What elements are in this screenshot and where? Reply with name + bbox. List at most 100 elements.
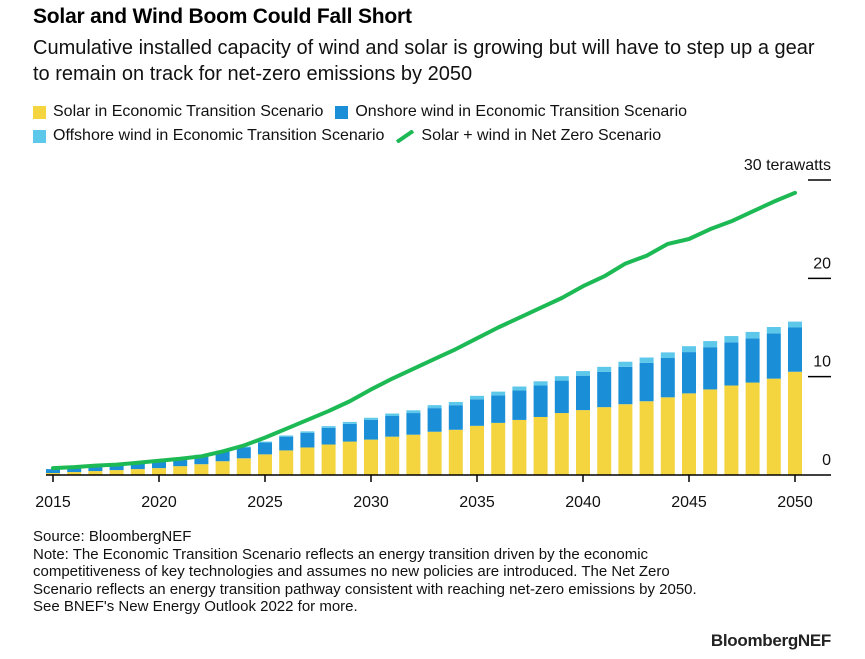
bar-onshore: [215, 451, 230, 462]
bar-solar: [554, 413, 569, 475]
bar-onshore: [300, 432, 315, 448]
bar-onshore: [406, 413, 421, 435]
bar-onshore: [342, 423, 357, 442]
bar-solar: [406, 434, 421, 475]
bar-offshore: [342, 421, 357, 424]
legend-label-offshore: Offshore wind in Economic Transition Sce…: [53, 127, 385, 144]
y-tick-label: 0: [822, 452, 831, 469]
legend-label-solar: Solar in Economic Transition Scenario: [53, 103, 324, 120]
bar-solar: [448, 429, 463, 475]
bar-onshore: [152, 461, 166, 469]
bar-solar: [279, 450, 294, 475]
bar-solar: [67, 472, 82, 475]
bar-onshore: [279, 436, 294, 451]
bar-onshore: [597, 371, 612, 408]
chart-subtitle: Cumulative installed capacity of wind an…: [33, 37, 815, 85]
bar-solar: [512, 419, 527, 475]
bar-onshore: [788, 327, 802, 372]
legend-label-onshore: Onshore wind in Economic Transition Scen…: [355, 103, 688, 120]
bar-offshore: [660, 352, 675, 358]
legend-item-offshore: Offshore wind in Economic Transition Sce…: [33, 127, 384, 145]
source-note: Source: BloombergNEF Note: The Economic …: [33, 528, 713, 616]
x-tick-label: 2015: [35, 494, 71, 511]
bar-onshore: [470, 399, 484, 426]
bar-offshore: [788, 321, 802, 328]
bar-solar: [618, 404, 633, 475]
bar-offshore: [554, 376, 569, 381]
bar-onshore: [745, 338, 760, 383]
bar-onshore: [576, 375, 590, 411]
bar-onshore: [766, 333, 781, 379]
bar-solar: [258, 454, 272, 475]
bar-solar: [724, 385, 739, 475]
bar-offshore: [470, 395, 484, 400]
bar-solar: [300, 447, 315, 475]
y-tick-label: 10: [813, 354, 831, 371]
bar-solar: [46, 473, 60, 475]
bar-onshore: [491, 395, 506, 423]
bar-onshore: [512, 390, 527, 420]
bar-onshore: [236, 447, 251, 459]
bar-offshore: [745, 331, 760, 339]
bar-offshore: [448, 401, 463, 406]
bar-solar: [173, 466, 188, 475]
brand-logo: BloombergNEF: [710, 631, 831, 650]
bar-onshore: [173, 458, 188, 467]
bar-solar: [321, 444, 336, 475]
bar-offshore: [618, 361, 633, 367]
bar-offshore: [576, 371, 590, 376]
bar-solar: [576, 410, 590, 475]
bar-solar: [491, 422, 506, 475]
bar-offshore: [427, 405, 442, 409]
bar-offshore: [364, 417, 378, 420]
bar-onshore: [321, 427, 336, 445]
bar-offshore: [703, 341, 718, 348]
legend: Solar in Economic Transition Scenario On…: [33, 100, 833, 148]
bar-solar: [660, 397, 675, 475]
bar-onshore: [682, 352, 696, 394]
note-text: Note: The Economic Transition Scenario r…: [33, 545, 697, 616]
x-tick-label: 2025: [247, 494, 283, 511]
legend-label-netzero: Solar + wind in Net Zero Scenario: [421, 127, 662, 144]
bar-onshore: [194, 455, 209, 465]
chart-title: Solar and Wind Boom Could Fall Short: [33, 5, 412, 28]
bar-offshore: [300, 431, 315, 433]
bar-onshore: [618, 366, 633, 405]
bar-offshore: [724, 336, 739, 343]
bar-offshore: [512, 386, 527, 391]
x-tick-label: 2020: [141, 494, 177, 511]
y-tick-label: 30 terawatts: [744, 157, 831, 174]
bar-solar: [364, 439, 378, 475]
bar-onshore: [385, 416, 400, 437]
bar-onshore: [703, 347, 718, 390]
bar-solar: [342, 441, 357, 475]
bar-solar: [766, 378, 781, 475]
x-tick-label: 2040: [565, 494, 601, 511]
bar-onshore: [660, 357, 675, 398]
x-tick-label: 2035: [459, 494, 495, 511]
bar-solar: [130, 469, 145, 475]
bar-onshore: [130, 463, 145, 470]
bar-offshore: [321, 426, 336, 428]
legend-swatch-offshore: [33, 129, 46, 143]
bar-solar: [682, 393, 696, 475]
legend-item-solar: Solar in Economic Transition Scenario: [33, 103, 323, 121]
line-netzero: [51, 190, 797, 471]
bar-solar: [215, 461, 230, 475]
bar-onshore: [109, 464, 124, 471]
bar-solar: [745, 382, 760, 475]
bar-offshore: [597, 366, 612, 372]
bar-onshore: [427, 408, 442, 432]
bar-solar: [639, 401, 654, 475]
legend-swatch-netzero: [396, 129, 415, 143]
bar-onshore: [258, 442, 272, 455]
legend-swatch-onshore: [335, 105, 349, 119]
bar-solar: [597, 407, 612, 475]
bar-solar: [470, 425, 484, 475]
legend-row-1: Solar in Economic Transition Scenario On…: [33, 100, 833, 124]
x-tick-label: 2030: [353, 494, 389, 511]
legend-swatch-solar: [33, 105, 46, 119]
bar-solar: [88, 471, 103, 475]
bar-solar: [427, 431, 442, 475]
source-text: Source: BloombergNEF: [33, 528, 192, 545]
